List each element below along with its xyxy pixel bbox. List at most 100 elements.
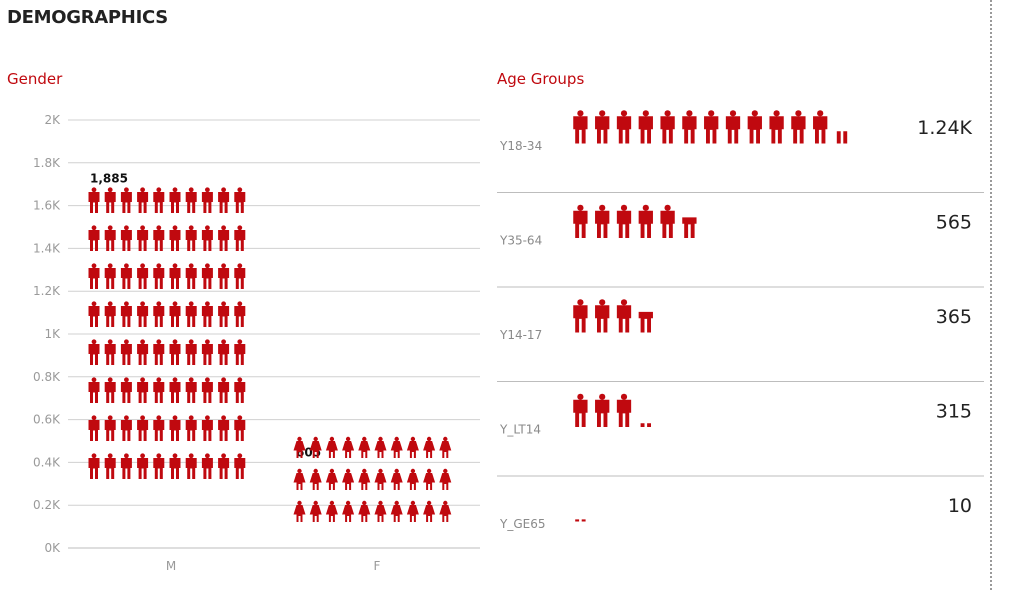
female-person-icon (309, 468, 322, 490)
female-person-icon (423, 500, 436, 522)
male-person-icon (201, 415, 213, 441)
female-person-icon (406, 436, 419, 458)
male-person-icon (234, 377, 246, 403)
male-person-icon (185, 301, 197, 327)
person-icon (813, 110, 828, 144)
female-person-icon (439, 500, 452, 522)
person-icon (640, 423, 652, 427)
male-person-icon (218, 377, 230, 403)
age-bar (573, 110, 848, 144)
male-person-icon (201, 263, 213, 289)
female-person-icon (390, 468, 403, 490)
male-person-icon (104, 453, 116, 479)
male-person-icon (88, 263, 100, 289)
female-person-icon (358, 500, 371, 522)
male-person-icon (88, 415, 100, 441)
y-tick-label: 0.6K (33, 413, 61, 427)
male-person-icon (218, 301, 230, 327)
male-person-icon (153, 415, 165, 441)
male-person-icon (120, 263, 132, 289)
person-icon (682, 217, 697, 238)
person-icon (616, 393, 632, 427)
person-icon (595, 110, 610, 144)
female-person-icon (342, 436, 355, 458)
male-person-icon (120, 225, 132, 251)
male-person-icon (104, 263, 116, 289)
male-person-icon (120, 301, 132, 327)
male-person-icon (169, 187, 181, 213)
male-person-icon (88, 225, 100, 251)
age-bar (573, 393, 652, 427)
category-label: Y_GE65 (499, 517, 545, 531)
person-icon (747, 110, 762, 144)
x-tick-label: F (374, 559, 381, 573)
y-tick-label: 1.8K (33, 156, 61, 170)
female-person-icon (325, 468, 338, 490)
female-person-icon (390, 436, 403, 458)
age-groups-chart-title: Age Groups (497, 70, 585, 88)
y-tick-label: 2K (44, 113, 61, 127)
female-person-icon (406, 500, 419, 522)
male-person-icon (234, 263, 246, 289)
male-person-icon (234, 453, 246, 479)
male-person-icon (104, 415, 116, 441)
person-icon (836, 131, 848, 144)
male-person-icon (120, 377, 132, 403)
male-person-icon (104, 339, 116, 365)
male-person-icon (169, 301, 181, 327)
person-icon (660, 110, 675, 144)
y-tick-label: 1.4K (33, 241, 61, 255)
female-person-icon (423, 436, 436, 458)
male-person-icon (218, 187, 230, 213)
male-person-icon (185, 225, 197, 251)
female-person-icon (358, 468, 371, 490)
male-person-icon (104, 301, 116, 327)
female-person-icon (374, 500, 387, 522)
male-person-icon (234, 339, 246, 365)
y-tick-label: 1.6K (33, 199, 61, 213)
female-person-icon (309, 500, 322, 522)
male-person-icon (104, 377, 116, 403)
male-person-icon (234, 301, 246, 327)
person-icon (573, 204, 588, 238)
male-person-icon (218, 339, 230, 365)
y-tick-label: 0.8K (33, 370, 61, 384)
person-icon (638, 110, 653, 144)
male-person-icon (234, 415, 246, 441)
male-person-icon (234, 225, 246, 251)
person-icon (682, 110, 697, 144)
male-person-icon (169, 225, 181, 251)
male-person-icon (137, 377, 149, 403)
male-person-icon (185, 339, 197, 365)
male-person-icon (88, 301, 100, 327)
data-label: 1.24K (917, 117, 972, 139)
male-person-icon (153, 453, 165, 479)
person-icon (573, 393, 588, 427)
male-person-icon (137, 339, 149, 365)
male-person-icon (88, 377, 100, 403)
male-person-icon (218, 263, 230, 289)
person-icon (769, 110, 784, 144)
person-icon (638, 311, 653, 333)
male-person-icon (218, 453, 230, 479)
x-tick-label: M (166, 559, 176, 573)
female-person-icon (325, 436, 338, 458)
male-person-icon (153, 301, 165, 327)
male-person-icon (218, 415, 230, 441)
male-person-icon (153, 225, 165, 251)
person-icon (575, 519, 586, 522)
male-person-icon (153, 263, 165, 289)
person-icon (573, 299, 588, 333)
category-label: Y35-64 (499, 234, 542, 248)
male-person-icon (137, 187, 149, 213)
data-label: 10 (948, 495, 972, 517)
male-person-icon (201, 377, 213, 403)
male-person-icon (169, 263, 181, 289)
male-person-icon (120, 339, 132, 365)
male-person-icon (88, 339, 100, 365)
person-icon (595, 393, 610, 427)
male-person-icon (185, 377, 197, 403)
male-person-icon (169, 415, 181, 441)
male-person-icon (88, 453, 100, 479)
male-person-icon (120, 415, 132, 441)
